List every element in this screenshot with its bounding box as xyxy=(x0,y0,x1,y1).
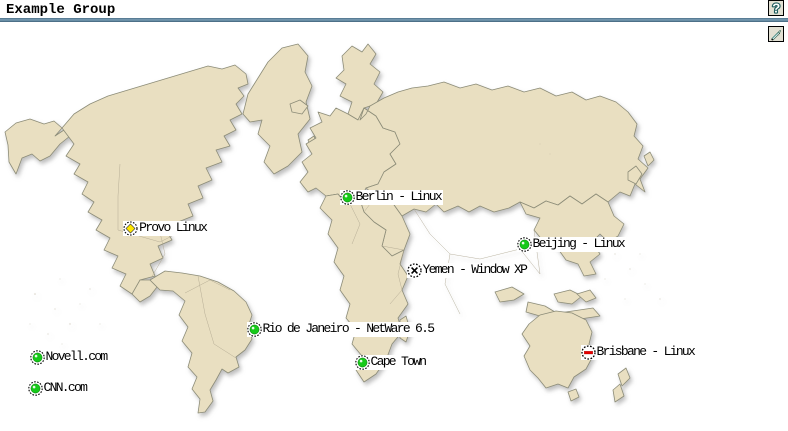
svg-text:?: ? xyxy=(772,1,780,15)
